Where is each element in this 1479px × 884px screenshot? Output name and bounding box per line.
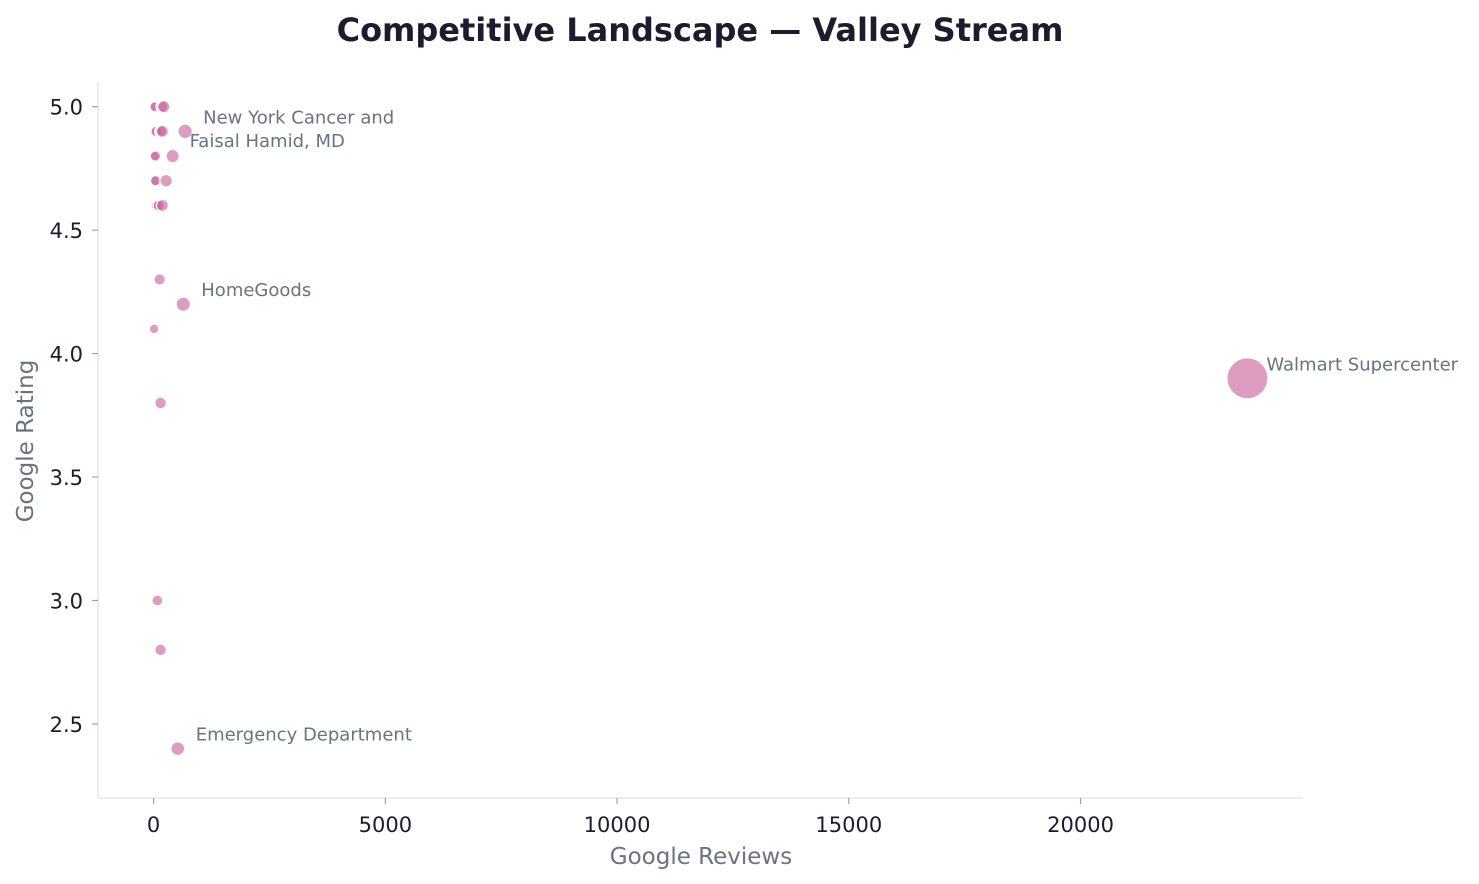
point-annotation: New York Cancer and (203, 107, 394, 128)
x-tick-label: 15000 (815, 813, 882, 837)
x-axis-ticks: 0 5000 10000 15000 20000 (147, 798, 1114, 837)
data-point (151, 594, 164, 607)
data-point (153, 273, 167, 287)
x-tick-label: 20000 (1047, 813, 1114, 837)
data-point (153, 396, 168, 410)
point-annotation: Faisal Hamid, MD (190, 131, 345, 152)
chart-title: Competitive Landscape — Valley Stream (337, 11, 1064, 49)
data-point (177, 123, 194, 140)
y-tick-label: 5.0 (50, 96, 83, 120)
y-tick-label: 4.5 (50, 219, 83, 243)
x-tick-label: 0 (147, 813, 160, 837)
y-axis-ticks: 2.5 3.0 3.5 4.0 4.5 5.0 (50, 96, 98, 737)
point-annotations: New York Cancer and Faisal Hamid, MD HomeG… (190, 107, 1459, 745)
x-tick-label: 5000 (359, 813, 412, 837)
data-point (1226, 356, 1269, 400)
y-axis-label: Google Rating (13, 360, 39, 523)
point-annotation: Emergency Department (196, 725, 412, 746)
data-points (148, 99, 1269, 757)
data-point (148, 323, 160, 335)
data-point (175, 296, 192, 313)
point-annotation: Walmart Supercenter (1266, 354, 1458, 375)
data-point (170, 740, 186, 757)
y-tick-label: 3.5 (50, 466, 83, 490)
data-point (153, 643, 168, 657)
data-point (155, 124, 170, 139)
x-axis-label: Google Reviews (610, 844, 792, 870)
data-point (165, 148, 181, 164)
y-tick-label: 3.0 (50, 589, 83, 613)
data-point (155, 198, 170, 213)
data-point (149, 150, 162, 163)
y-tick-label: 2.5 (50, 713, 83, 737)
point-annotation: HomeGoods (201, 280, 311, 301)
y-tick-label: 4.0 (50, 343, 83, 367)
data-point (156, 99, 171, 114)
data-point (159, 173, 174, 188)
x-tick-label: 10000 (584, 813, 651, 837)
